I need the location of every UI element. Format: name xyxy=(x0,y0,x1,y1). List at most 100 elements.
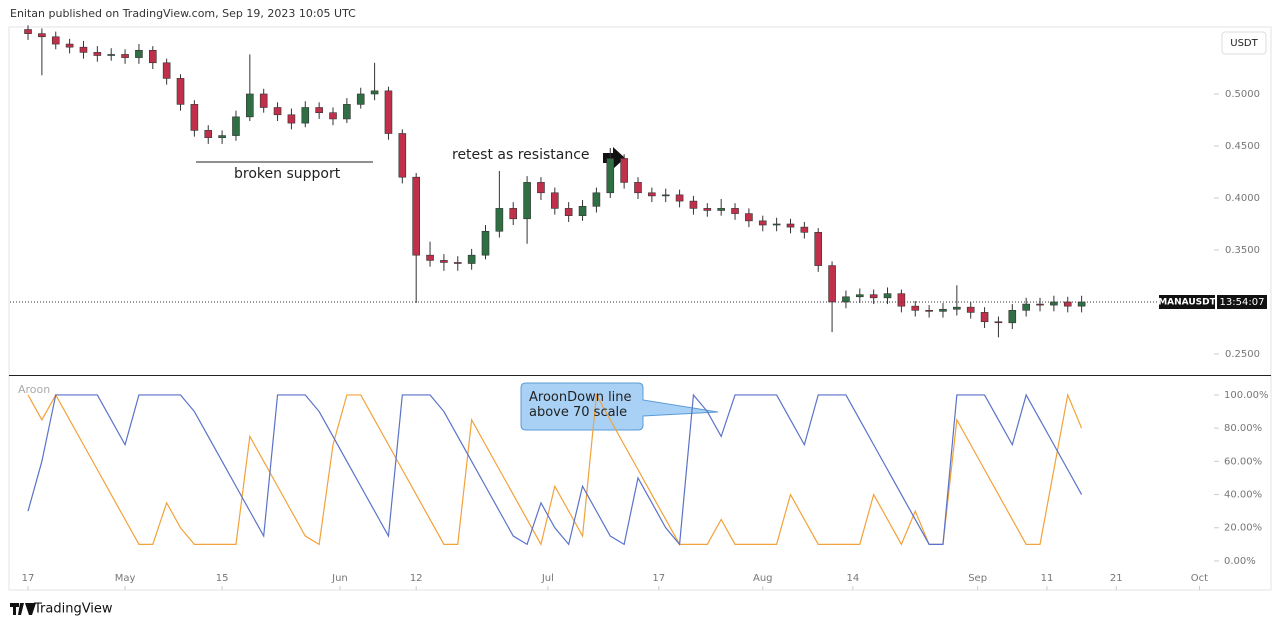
candle-body xyxy=(412,176,420,256)
candle-body xyxy=(509,208,518,220)
y-tick-label: 0.5000 xyxy=(1225,89,1260,100)
candle-body xyxy=(772,223,781,226)
candle-body xyxy=(38,33,46,38)
currency-box xyxy=(1221,31,1267,55)
x-tick-label: May xyxy=(115,573,136,584)
candle-body xyxy=(162,62,171,79)
symbol: MANAUSDT xyxy=(1158,298,1216,308)
candle-body xyxy=(315,107,323,113)
candle-body xyxy=(259,93,268,108)
y-tick-label: 20.00% xyxy=(1224,523,1262,534)
candle-body xyxy=(717,208,725,211)
x-tick-label: Jul xyxy=(541,573,554,584)
x-tick-label: Sep xyxy=(968,573,987,584)
candle-body xyxy=(606,158,615,194)
callout-box xyxy=(520,382,719,431)
candle-body xyxy=(1063,301,1072,307)
y-tick-label: 0.00% xyxy=(1224,556,1256,567)
candle-body xyxy=(523,182,531,220)
candle-body xyxy=(273,107,282,116)
candle-body xyxy=(287,114,296,124)
candle-body xyxy=(301,107,310,124)
x-tick-label: 15 xyxy=(216,573,229,584)
x-tick-label: Aug xyxy=(753,573,773,584)
arrow xyxy=(603,147,625,169)
candle-body xyxy=(564,208,573,216)
candle-body xyxy=(731,208,739,214)
candle-body xyxy=(856,294,864,298)
candle-body xyxy=(703,208,712,211)
candle-body xyxy=(246,93,254,118)
x-tick-label: Jun xyxy=(331,573,348,584)
candle-body xyxy=(93,52,102,56)
candle-body xyxy=(980,312,989,323)
x-tick-label: 17 xyxy=(22,573,35,584)
candle-body xyxy=(551,192,559,209)
y-tick-label: 60.00% xyxy=(1224,456,1262,467)
candle-body xyxy=(661,194,670,197)
aroon-line xyxy=(27,392,1083,546)
candle-body xyxy=(453,262,462,264)
annotation: broken support xyxy=(234,166,341,182)
candle-body xyxy=(966,306,975,313)
candle-body xyxy=(329,112,337,120)
candle-body xyxy=(135,49,143,58)
candle-body xyxy=(1008,310,1017,324)
candle-body xyxy=(1022,303,1030,311)
candle-body xyxy=(814,232,823,266)
candle-body xyxy=(190,104,199,131)
y-tick-label: 0.4000 xyxy=(1225,193,1260,204)
candle-body xyxy=(481,230,490,256)
y-tick-label: 0.4500 xyxy=(1225,141,1260,152)
candle-body xyxy=(343,104,351,120)
candle-body xyxy=(467,254,476,264)
candle-body xyxy=(939,308,947,312)
countdown-box xyxy=(1217,295,1267,309)
header: Enitan published on TradingView.com, Sep… xyxy=(10,7,356,20)
candle-body xyxy=(440,260,448,263)
candle-body xyxy=(51,36,60,45)
candle-body xyxy=(426,254,434,261)
candle-body xyxy=(994,321,1003,324)
candle-body xyxy=(675,194,684,202)
candle-body xyxy=(745,213,753,222)
indicator-title: Aroon xyxy=(18,383,50,396)
candle-body xyxy=(24,29,32,34)
x-tick-label: Oct xyxy=(1191,573,1208,584)
aroon-line xyxy=(27,393,1083,546)
candle-body xyxy=(79,46,88,53)
symbol-box xyxy=(1159,295,1215,309)
candle-body xyxy=(356,93,365,105)
x-tick-label: 14 xyxy=(847,573,860,584)
candle-body xyxy=(897,293,906,307)
candle-body xyxy=(800,226,809,233)
candle-body xyxy=(842,296,850,303)
y-tick-label: 40.00% xyxy=(1224,490,1262,501)
candle-body xyxy=(869,294,878,299)
candle-body xyxy=(578,206,587,216)
candle-body xyxy=(398,133,407,178)
candle-body xyxy=(218,135,226,138)
candle-body xyxy=(176,78,185,105)
candle-body xyxy=(107,54,115,56)
footer: TradingView xyxy=(33,602,113,617)
candle-body xyxy=(1050,301,1058,306)
y-tick-label: 100.00% xyxy=(1224,390,1269,401)
candle-body xyxy=(121,54,129,58)
candle-body xyxy=(648,192,656,197)
candle-body xyxy=(911,305,920,311)
candle-body xyxy=(620,158,628,183)
candle-body xyxy=(384,90,393,134)
y-tick-label: 0.2500 xyxy=(1225,349,1260,360)
candle-body xyxy=(828,265,836,303)
candle-body xyxy=(689,200,698,209)
candle-body xyxy=(953,306,961,310)
callout-text: AroonDown line above 70 scale xyxy=(529,390,632,420)
y-tick-label: 80.00% xyxy=(1224,423,1262,434)
candle-body xyxy=(1036,303,1044,306)
x-tick-label: 11 xyxy=(1041,573,1054,584)
logo xyxy=(10,603,36,615)
frame xyxy=(8,26,1272,591)
